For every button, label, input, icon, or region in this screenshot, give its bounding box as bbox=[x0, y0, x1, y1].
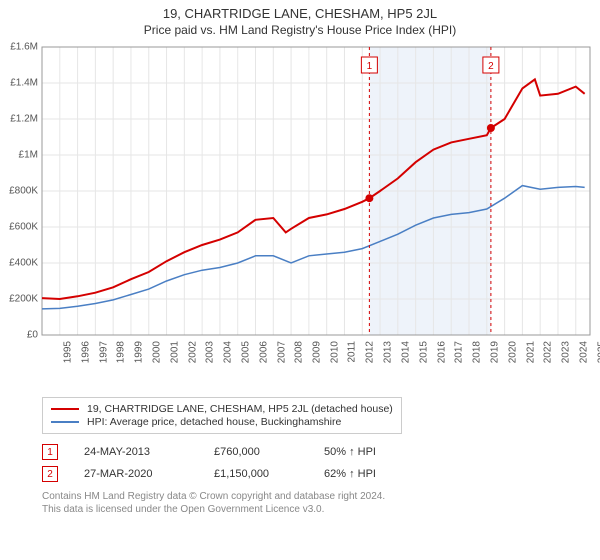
x-tick-label: 1999 bbox=[133, 341, 144, 363]
x-tick-label: 2024 bbox=[578, 341, 589, 363]
page: 19, CHARTRIDGE LANE, CHESHAM, HP5 2JL Pr… bbox=[0, 0, 600, 560]
svg-text:2: 2 bbox=[488, 61, 494, 72]
x-tick-label: 2013 bbox=[383, 341, 394, 363]
y-tick-label: £1.2M bbox=[0, 114, 38, 125]
y-tick-label: £0 bbox=[0, 330, 38, 341]
x-tick-label: 2021 bbox=[525, 341, 536, 363]
transaction-date: 27-MAR-2020 bbox=[84, 468, 214, 480]
transaction-table: 1 24-MAY-2013£760,00050% ↑ HPI 2 27-MAR-202… bbox=[42, 444, 600, 482]
chart-subtitle: Price paid vs. HM Land Registry's House … bbox=[0, 21, 600, 41]
x-tick-label: 2001 bbox=[169, 341, 180, 363]
y-tick-label: £800K bbox=[0, 186, 38, 197]
transaction-hpi: 62% ↑ HPI bbox=[324, 468, 444, 480]
x-tick-label: 1996 bbox=[80, 341, 91, 363]
x-tick-label: 2007 bbox=[276, 341, 287, 363]
x-tick-label: 2015 bbox=[418, 341, 429, 363]
x-tick-label: 2023 bbox=[560, 341, 571, 363]
footer-line2: This data is licensed under the Open Gov… bbox=[42, 503, 600, 516]
transaction-row: 2 27-MAR-2020£1,150,00062% ↑ HPI bbox=[42, 466, 600, 482]
x-tick-label: 1998 bbox=[116, 341, 127, 363]
chart-area: 12 £0£200K£400K£600K£800K£1M£1.2M£1.4M£1… bbox=[0, 41, 600, 391]
x-tick-label: 2004 bbox=[222, 341, 233, 363]
legend-swatch bbox=[51, 421, 79, 423]
x-tick-label: 2011 bbox=[346, 341, 357, 363]
x-tick-label: 2003 bbox=[205, 341, 216, 363]
footer-line1: Contains HM Land Registry data © Crown c… bbox=[42, 490, 600, 503]
x-tick-label: 2005 bbox=[240, 341, 251, 363]
x-tick-label: 2016 bbox=[436, 341, 447, 363]
legend-swatch bbox=[51, 408, 79, 410]
x-tick-label: 2014 bbox=[400, 341, 411, 363]
legend-item: HPI: Average price, detached house, Buck… bbox=[51, 416, 393, 428]
x-tick-label: 2002 bbox=[187, 341, 198, 363]
x-tick-label: 2017 bbox=[454, 341, 465, 363]
x-tick-label: 2019 bbox=[489, 341, 500, 363]
x-tick-label: 2022 bbox=[543, 341, 554, 363]
x-tick-label: 2009 bbox=[311, 341, 322, 363]
x-tick-label: 2025 bbox=[596, 341, 600, 363]
transaction-marker: 2 bbox=[42, 466, 58, 482]
footer-attribution: Contains HM Land Registry data © Crown c… bbox=[42, 490, 600, 516]
transaction-price: £1,150,000 bbox=[214, 468, 324, 480]
series-property bbox=[42, 79, 585, 299]
transaction-price: £760,000 bbox=[214, 446, 324, 458]
legend-label: HPI: Average price, detached house, Buck… bbox=[87, 416, 341, 428]
line-chart: 12 bbox=[0, 41, 600, 391]
y-tick-label: £1.4M bbox=[0, 78, 38, 89]
series-hpi bbox=[42, 186, 585, 309]
x-tick-label: 2018 bbox=[471, 341, 482, 363]
x-tick-label: 2006 bbox=[258, 341, 269, 363]
x-tick-label: 2012 bbox=[365, 341, 376, 363]
legend-label: 19, CHARTRIDGE LANE, CHESHAM, HP5 2JL (d… bbox=[87, 403, 393, 415]
x-tick-label: 2020 bbox=[507, 341, 518, 363]
svg-text:1: 1 bbox=[367, 61, 373, 72]
x-tick-label: 2000 bbox=[151, 341, 162, 363]
chart-title: 19, CHARTRIDGE LANE, CHESHAM, HP5 2JL bbox=[0, 0, 600, 21]
transaction-date: 24-MAY-2013 bbox=[84, 446, 214, 458]
x-tick-label: 1997 bbox=[98, 341, 109, 363]
x-tick-label: 1995 bbox=[62, 341, 73, 363]
transaction-hpi: 50% ↑ HPI bbox=[324, 446, 444, 458]
x-tick-label: 2010 bbox=[329, 341, 340, 363]
transaction-marker: 1 bbox=[42, 444, 58, 460]
y-tick-label: £200K bbox=[0, 294, 38, 305]
y-tick-label: £1.6M bbox=[0, 42, 38, 53]
y-tick-label: £600K bbox=[0, 222, 38, 233]
legend: 19, CHARTRIDGE LANE, CHESHAM, HP5 2JL (d… bbox=[42, 397, 402, 434]
y-tick-label: £400K bbox=[0, 258, 38, 269]
y-tick-label: £1M bbox=[0, 150, 38, 161]
legend-item: 19, CHARTRIDGE LANE, CHESHAM, HP5 2JL (d… bbox=[51, 403, 393, 415]
transaction-row: 1 24-MAY-2013£760,00050% ↑ HPI bbox=[42, 444, 600, 460]
x-tick-label: 2008 bbox=[294, 341, 305, 363]
